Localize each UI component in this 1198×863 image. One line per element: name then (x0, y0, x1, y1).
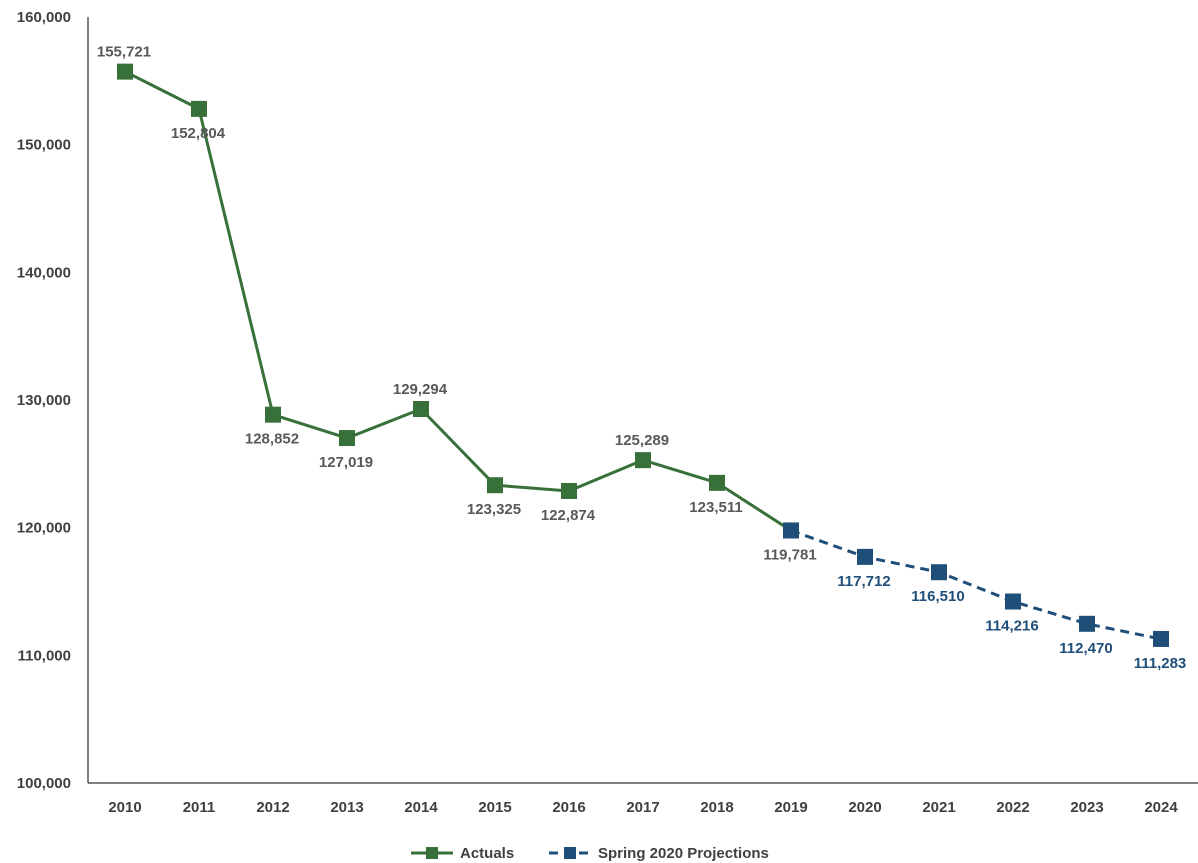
data-point-marker (1005, 593, 1021, 610)
legend-label: Actuals (460, 845, 514, 862)
data-point-marker (117, 63, 133, 80)
x-axis-tick-labels: 2010 2011 2012 2013 2014 2015 2016 2017 2018 2019… (108, 799, 1178, 816)
data-label: 127,019 (319, 454, 373, 471)
data-label: 116,510 (911, 588, 964, 605)
x-tick-label: 2011 (183, 799, 216, 816)
legend: Actuals Spring 2020 Projections (411, 845, 769, 862)
y-tick-label: 150,000 (17, 137, 71, 154)
data-point-marker (857, 548, 873, 565)
x-tick-label: 2015 (478, 799, 511, 816)
y-tick-label: 110,000 (18, 647, 71, 664)
legend-marker (564, 847, 576, 859)
data-label: 129,294 (393, 381, 448, 398)
data-point-marker (1153, 630, 1169, 647)
data-point-marker (709, 474, 725, 491)
series-line-projections (790, 529, 1162, 641)
series-line-actuals (124, 70, 792, 532)
data-point-marker (783, 522, 799, 539)
x-tick-label: 2024 (1144, 799, 1178, 816)
data-label: 111,283 (1134, 655, 1187, 672)
data-point-marker (931, 564, 947, 581)
legend-marker (426, 847, 438, 859)
x-tick-label: 2022 (996, 799, 1029, 816)
legend-label: Spring 2020 Projections (598, 845, 769, 862)
x-tick-label: 2021 (922, 799, 955, 816)
data-label: 128,852 (245, 431, 299, 448)
y-axis-tick-labels: 100,000 110,000 120,000 130,000 140,000 150,0… (17, 9, 71, 792)
data-point-marker (487, 477, 503, 494)
x-tick-label: 2012 (256, 799, 289, 816)
x-tick-label: 2018 (700, 799, 733, 816)
x-tick-label: 2010 (108, 799, 141, 816)
y-tick-label: 120,000 (17, 520, 71, 537)
series-markers (117, 63, 1169, 647)
x-tick-label: 2016 (552, 799, 585, 816)
y-tick-label: 140,000 (17, 264, 71, 281)
data-label: 152,804 (171, 125, 226, 142)
data-labels: 155,721 152,804 128,852 127,019 129,294 123,3… (97, 44, 1186, 672)
data-label: 123,325 (467, 501, 521, 518)
data-point-marker (339, 430, 355, 447)
x-tick-label: 2023 (1070, 799, 1103, 816)
x-tick-label: 2013 (330, 799, 363, 816)
data-label: 125,289 (615, 432, 669, 449)
x-tick-label: 2014 (404, 799, 438, 816)
axes (87, 17, 1198, 784)
y-tick-label: 130,000 (17, 392, 71, 409)
data-label: 112,470 (1059, 640, 1112, 657)
data-label: 117,712 (837, 573, 890, 590)
y-tick-label: 100,000 (17, 775, 71, 792)
data-point-marker (413, 401, 429, 418)
y-tick-label: 160,000 (17, 9, 71, 26)
x-tick-label: 2017 (626, 799, 659, 816)
series-lines (124, 70, 1162, 641)
data-label: 155,721 (97, 44, 151, 61)
x-tick-label: 2020 (848, 799, 881, 816)
x-tick-label: 2019 (774, 799, 807, 816)
data-point-marker (635, 452, 651, 469)
data-label: 122,874 (541, 507, 596, 524)
data-point-marker (561, 482, 577, 499)
data-label: 123,511 (689, 499, 742, 516)
data-point-marker (265, 406, 281, 423)
data-point-marker (191, 100, 207, 117)
data-label: 114,216 (985, 618, 1038, 635)
data-label: 119,781 (763, 546, 816, 563)
data-point-marker (1079, 615, 1095, 632)
